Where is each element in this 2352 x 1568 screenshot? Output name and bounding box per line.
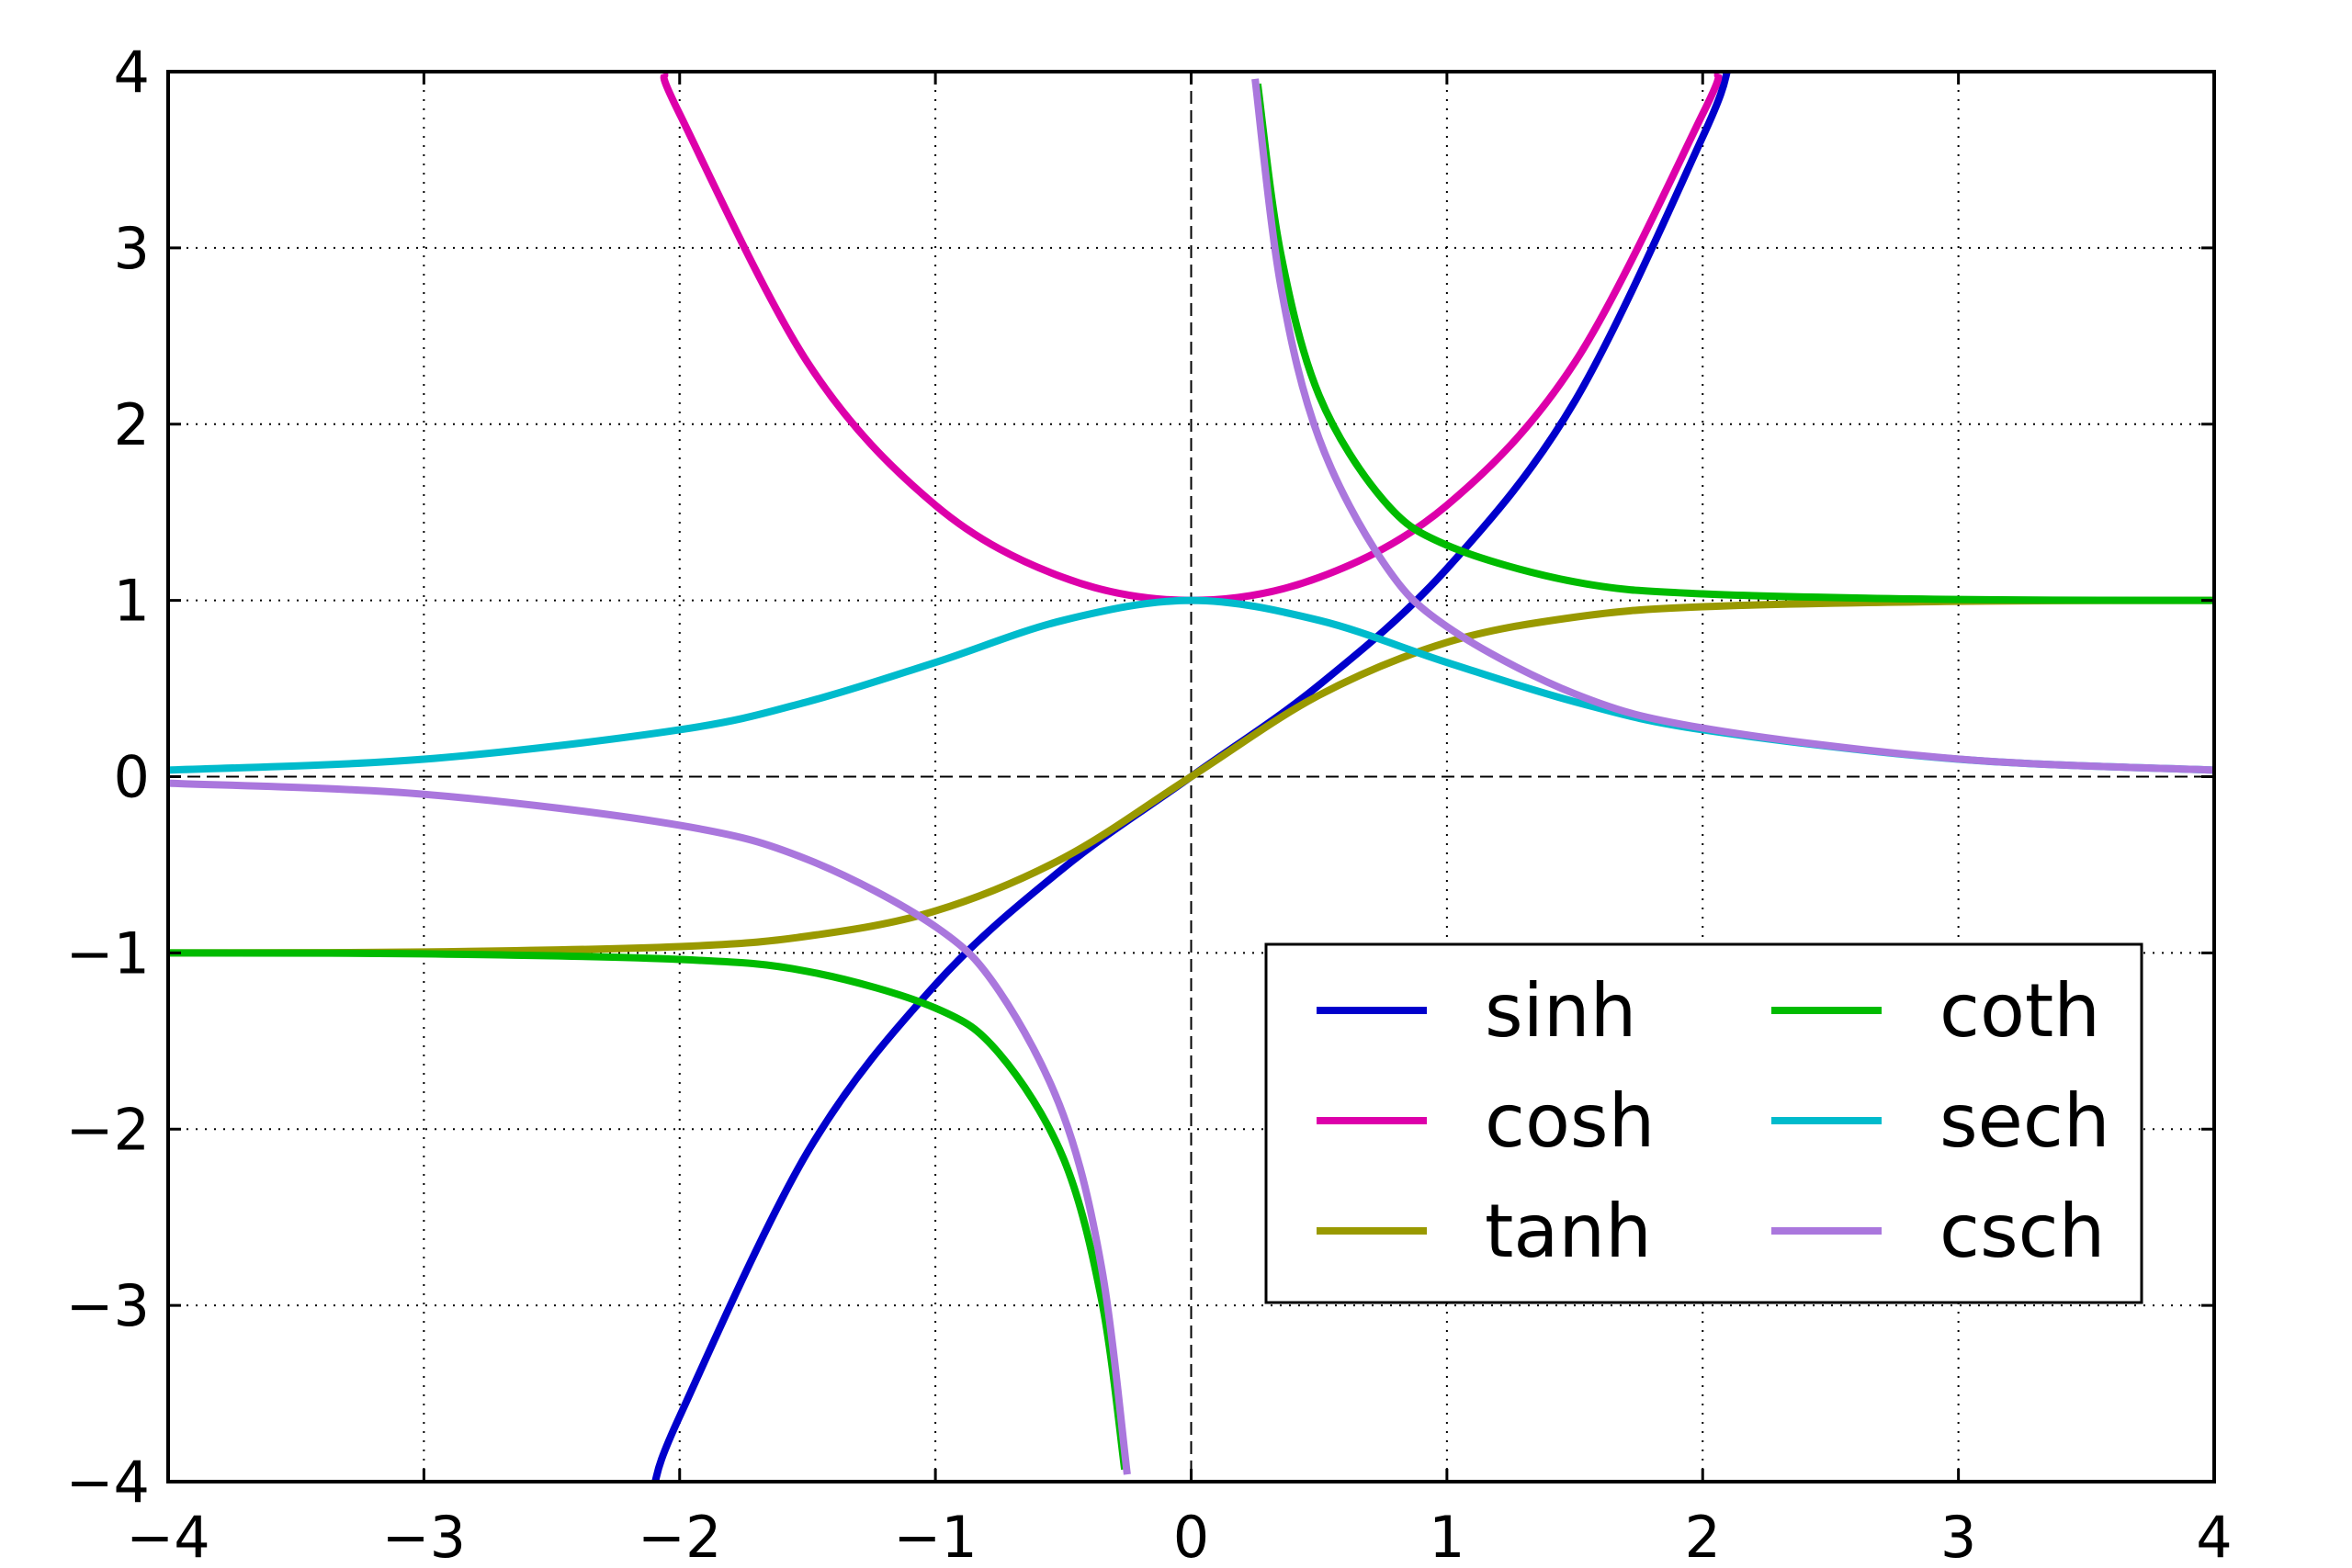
series-lines	[168, 72, 2214, 1482]
x-tick-label: −4	[126, 1504, 209, 1568]
x-tick-label: 3	[1940, 1504, 1976, 1568]
x-tick-label: −1	[893, 1504, 977, 1568]
y-tick-label: −2	[66, 1096, 150, 1163]
x-tick-label: −2	[638, 1504, 721, 1568]
series-line-coth	[1253, 83, 2214, 604]
y-tick-label: −1	[66, 919, 150, 987]
y-tick-label: −3	[66, 1272, 150, 1339]
x-tick-label: 4	[2196, 1504, 2232, 1568]
y-tick-label: 3	[114, 215, 150, 282]
legend-label-sinh: sinh	[1485, 968, 1636, 1054]
y-tick-label: 4	[114, 39, 150, 106]
axis-ticks: −4 −3 −2 −1 0 1 2 3 4 −4 −3 −2 −1 0 1 2 3 4	[66, 39, 2233, 1568]
legend-label-cosh: cosh	[1485, 1078, 1655, 1164]
x-tick-label: 2	[1685, 1504, 1721, 1568]
series-line-coth	[168, 949, 1129, 1471]
legend: sinh cosh tanh coth sech csch	[1264, 942, 2143, 1304]
series-line-csch	[168, 779, 1131, 1475]
series-line-csch	[1251, 78, 2214, 774]
x-tick-label: 0	[1173, 1504, 1209, 1568]
x-tick-label: 1	[1429, 1504, 1464, 1568]
series-line-tanh	[168, 596, 2214, 957]
y-tick-label: 1	[114, 568, 150, 635]
y-tick-label: 2	[114, 391, 150, 458]
y-tick-label: −4	[66, 1449, 150, 1516]
legend-label-tanh: tanh	[1485, 1189, 1652, 1274]
x-tick-label: −3	[382, 1504, 466, 1568]
y-tick-label: 0	[114, 744, 150, 811]
legend-label-csch: csch	[1939, 1189, 2105, 1274]
legend-label-coth: coth	[1939, 968, 2100, 1054]
legend-label-sech: sech	[1939, 1078, 2110, 1164]
